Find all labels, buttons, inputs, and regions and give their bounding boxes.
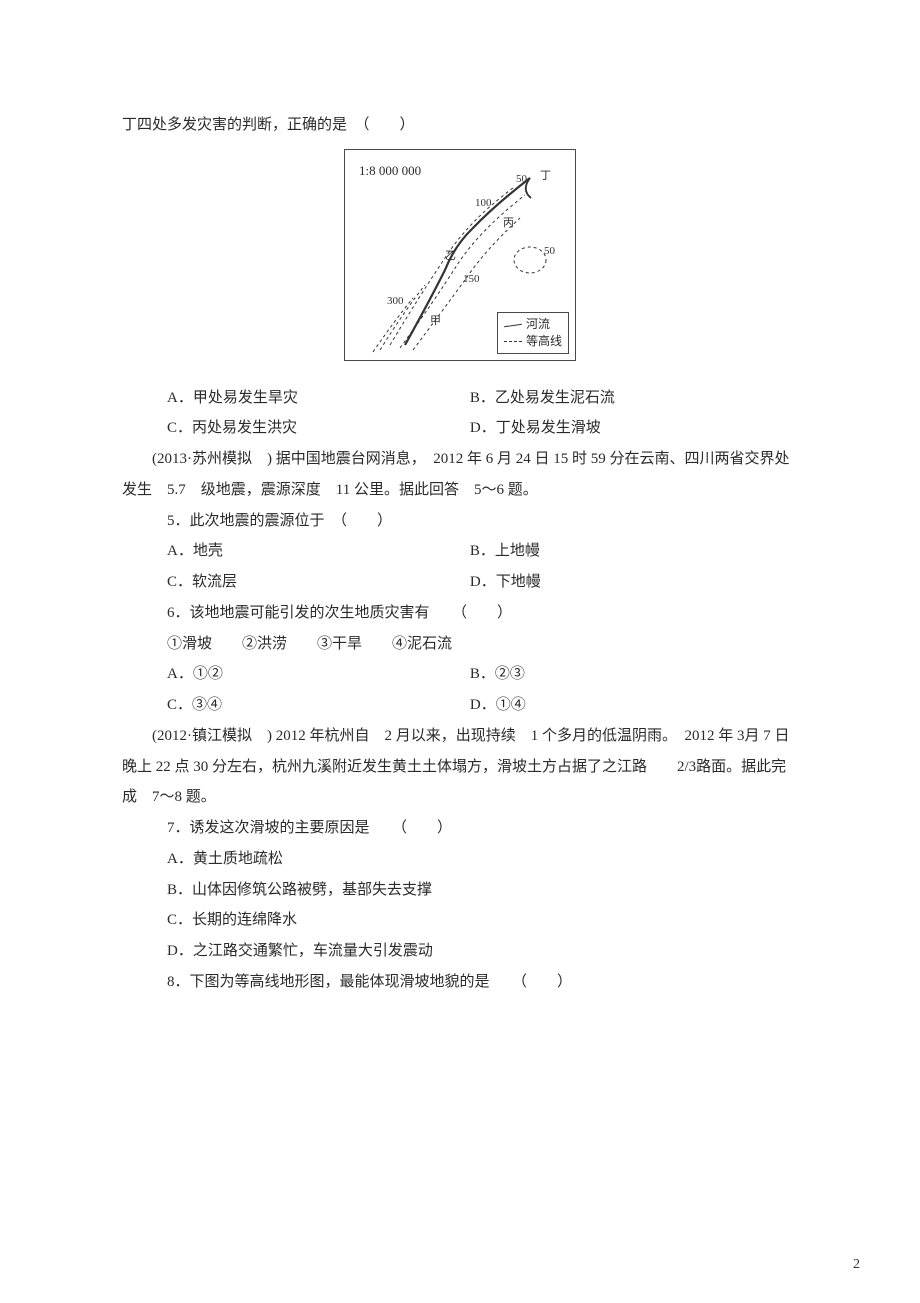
contour-label-100: 100 [475, 192, 492, 215]
q4-opt-d: D．丁处易发生滑坡 [470, 413, 798, 444]
point-ding: 丁 [540, 165, 551, 188]
legend-contour: 等高线 [504, 333, 562, 350]
legend-river: 河流 [504, 316, 562, 333]
point-yi: 乙 [445, 245, 456, 268]
q7-stem: 7．诱发这次滑坡的主要原因是 （ ） [122, 813, 798, 844]
q4-opt-a: A．甲处易发生旱灾 [122, 383, 470, 414]
contour-label-150: 150 [463, 268, 480, 291]
q6-stem: 6．该地地震可能引发的次生地质灾害有 （ ） [122, 598, 798, 629]
q5-opt-c: C．软流层 [122, 567, 470, 598]
page-body: 丁四处多发灾害的判断，正确的是 （ ） 1:8 000 000 50 丁 100… [0, 0, 920, 1058]
q5-stem: 5．此次地震的震源位于 （ ） [122, 506, 798, 537]
contour-label-50b: 50 [544, 240, 555, 263]
q4-opt-c: C．丙处易发生洪灾 [122, 413, 470, 444]
q6-options-line: ①滑坡 ②洪涝 ③干旱 ④泥石流 [122, 629, 798, 660]
q4-opt-b: B．乙处易发生泥石流 [470, 383, 798, 414]
q7-opt-a: A．黄土质地疏松 [122, 844, 798, 875]
page-number: 2 [853, 1257, 860, 1273]
q6-opt-b: B．②③ [470, 659, 798, 690]
point-bing: 丙 [503, 212, 514, 235]
q6-opt-a: A．①② [122, 659, 470, 690]
legend-river-label: 河流 [526, 316, 550, 333]
map-legend: 河流 等高线 [497, 312, 569, 354]
contour-icon [504, 336, 522, 346]
legend-contour-label: 等高线 [526, 333, 562, 350]
passage-78: (2012·镇江模拟 ) 2012 年杭州自 2 月以来，出现持续 1 个多月的… [122, 721, 798, 813]
q6-opt-c: C．③④ [122, 690, 470, 721]
q5-opt-d: D．下地幔 [470, 567, 798, 598]
intro-line: 丁四处多发灾害的判断，正确的是 （ ） [122, 110, 798, 141]
q5-opt-b: B．上地幔 [470, 536, 798, 567]
q7-opt-d: D．之江路交通繁忙，车流量大引发震动 [122, 936, 798, 967]
contour-label-50a: 50 [516, 168, 527, 191]
q4-row1: A．甲处易发生旱灾 B．乙处易发生泥石流 [122, 383, 798, 414]
q5-row2: C．软流层 D．下地幔 [122, 567, 798, 598]
passage-56: (2013·苏州模拟 ) 据中国地震台网消息， 2012 年 6 月 24 日 … [122, 444, 798, 506]
q8-stem: 8．下图为等高线地形图，最能体现滑坡地貌的是 （ ） [122, 967, 798, 998]
figure-wrap: 1:8 000 000 50 丁 100 丙 50 乙 150 300 甲 [122, 149, 798, 373]
q5-row1: A．地壳 B．上地幔 [122, 536, 798, 567]
q6-opt-d: D．①④ [470, 690, 798, 721]
q7-opt-c: C．长期的连绵降水 [122, 905, 798, 936]
q6-row2: C．③④ D．①④ [122, 690, 798, 721]
q4-row2: C．丙处易发生洪灾 D．丁处易发生滑坡 [122, 413, 798, 444]
q5-opt-a: A．地壳 [122, 536, 470, 567]
contour-label-300: 300 [387, 290, 404, 313]
river-icon [504, 320, 522, 330]
q7-opt-b: B．山体因修筑公路被劈，基部失去支撑 [122, 875, 798, 906]
map-figure: 1:8 000 000 50 丁 100 丙 50 乙 150 300 甲 [344, 149, 576, 361]
point-jia: 甲 [430, 310, 441, 333]
q6-row1: A．①② B．②③ [122, 659, 798, 690]
